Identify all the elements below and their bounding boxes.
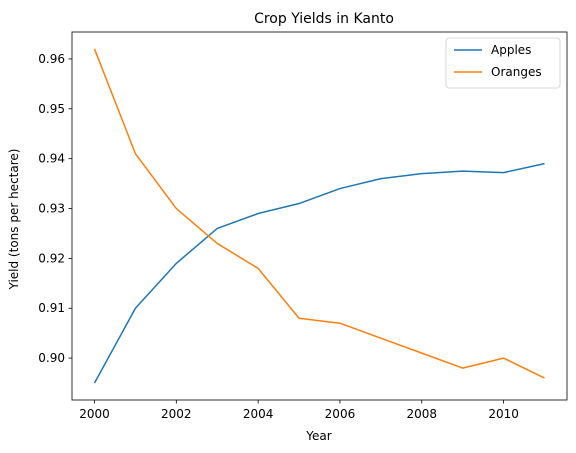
x-tick-label: 2000 [79, 407, 110, 421]
y-tick-label: 0.93 [38, 202, 65, 216]
y-axis: 0.90 0.91 0.92 0.93 0.94 0.95 0.96 [38, 52, 72, 365]
y-axis-label: Yield (tons per hectare) [7, 149, 21, 291]
series-layer [93, 48, 545, 384]
y-tick-label: 0.90 [38, 351, 65, 365]
x-axis: 2000 2002 2004 2006 2008 2010 [79, 400, 519, 421]
legend: Apples Oranges [445, 37, 561, 89]
x-tick-label: 2006 [325, 407, 356, 421]
plot-frame [71, 31, 568, 401]
x-tick-label: 2002 [161, 407, 192, 421]
y-tick-label: 0.91 [38, 301, 65, 315]
series-line-apples [93, 162, 545, 384]
y-tick-label: 0.95 [38, 102, 65, 116]
chart-title: Crop Yields in Kanto [254, 11, 394, 27]
x-axis-label: Year [305, 429, 331, 443]
legend-label-apples: Apples [491, 43, 531, 57]
y-tick-label: 0.94 [38, 152, 65, 166]
y-tick-label: 0.92 [38, 251, 65, 265]
legend-label-oranges: Oranges [491, 65, 542, 79]
x-tick-label: 2008 [406, 407, 437, 421]
x-tick-label: 2010 [488, 407, 519, 421]
x-tick-label: 2004 [243, 407, 274, 421]
series-line-oranges [93, 48, 545, 379]
plot-area [71, 31, 568, 401]
y-tick-label: 0.96 [38, 52, 65, 66]
